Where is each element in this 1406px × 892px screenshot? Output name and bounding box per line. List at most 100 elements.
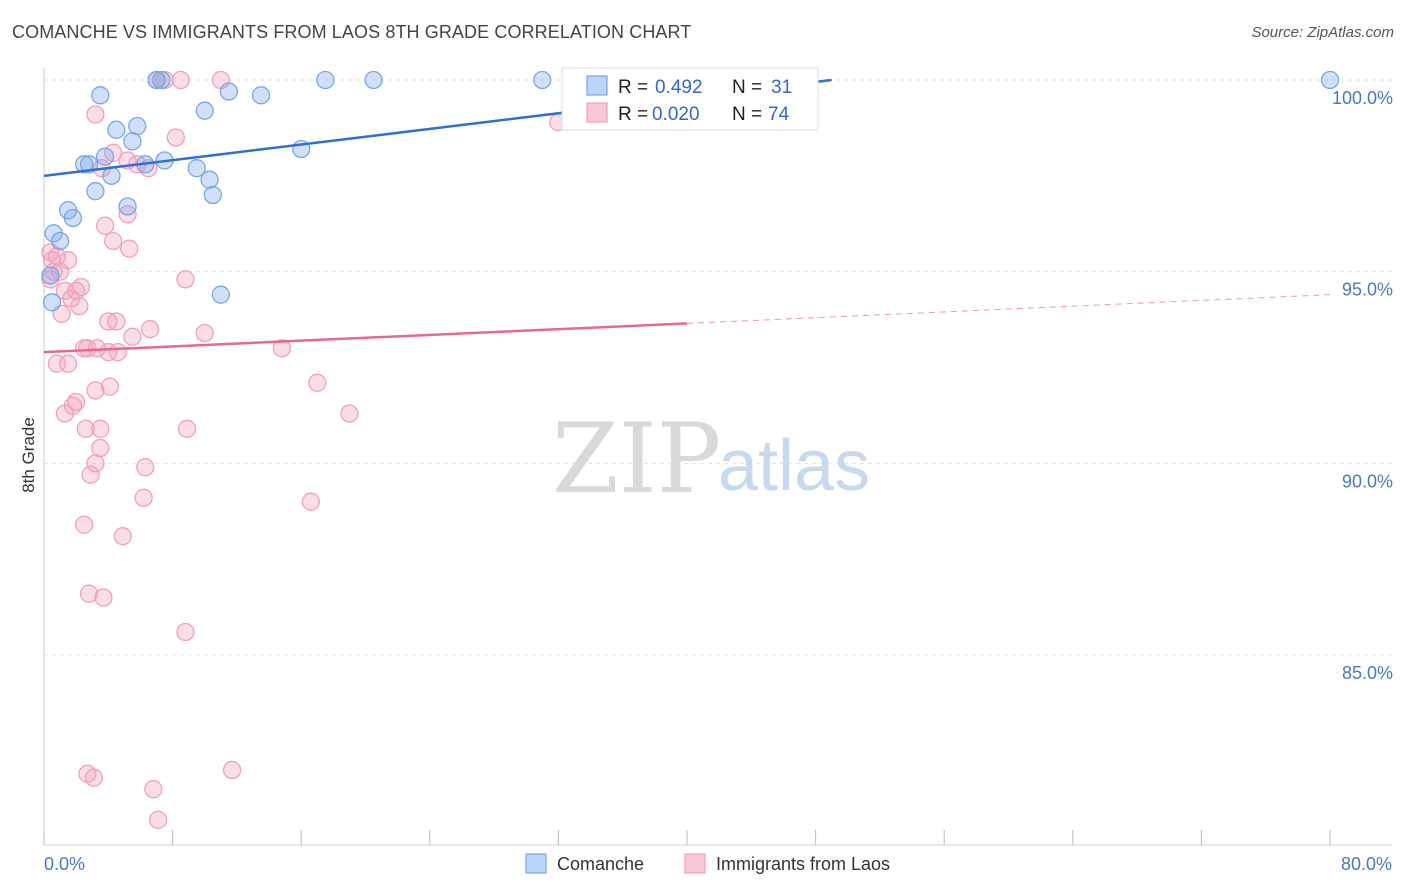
laos-trend-line-extension — [686, 294, 1331, 324]
laos-point — [136, 458, 155, 477]
comanche-point — [187, 159, 206, 178]
comanche-point — [200, 170, 219, 189]
laos-point — [81, 465, 100, 484]
laos-point — [120, 239, 139, 258]
laos-trend-line — [43, 322, 688, 354]
comanche-point — [107, 120, 126, 139]
comanche-point — [91, 86, 110, 105]
laos-point — [118, 205, 137, 224]
comanche-point — [118, 197, 137, 216]
laos-point — [94, 588, 113, 607]
source-credit: Source: ZipAtlas.com — [1251, 24, 1394, 41]
laos-point — [222, 760, 242, 780]
comanche-point — [86, 182, 105, 201]
axes — [43, 68, 1392, 846]
comanche-r-value: 0.492 — [655, 77, 703, 98]
comanche-n-label: N = — [732, 77, 762, 98]
laos-point — [113, 527, 132, 546]
x-tick-label-max: 80.0% — [1341, 854, 1392, 874]
laos-point — [91, 419, 110, 438]
laos-point — [58, 354, 78, 373]
y-tick-label: 100.0% — [1332, 88, 1393, 108]
comanche-point — [102, 166, 121, 185]
comanche-points — [41, 70, 1340, 312]
comanche-r-label: R = — [618, 77, 648, 98]
laos-point — [76, 419, 95, 438]
comanche-point — [41, 266, 60, 285]
comanche-point — [75, 155, 94, 174]
laos-point — [140, 320, 160, 339]
laos-n-value: 74 — [768, 104, 790, 125]
laos-point — [67, 392, 86, 412]
laos-point — [78, 339, 97, 358]
comanche-point — [152, 70, 171, 90]
laos-point — [195, 323, 214, 343]
laos-point — [144, 780, 163, 799]
laos-point — [301, 492, 320, 511]
legend-comanche-label: Comanche — [557, 854, 644, 874]
watermark-zip: ZIP — [552, 403, 721, 515]
comanche-point — [316, 70, 335, 90]
comanche-point — [195, 101, 214, 120]
laos-point — [171, 70, 190, 90]
laos-point — [176, 622, 195, 642]
laos-point — [75, 515, 94, 534]
laos-point — [134, 488, 153, 507]
chart-title: COMANCHE VS IMMIGRANTS FROM LAOS 8TH GRA… — [12, 22, 692, 42]
laos-point — [47, 247, 67, 266]
laos-point — [50, 262, 70, 281]
comanche-swatch — [586, 75, 608, 96]
comanche-n-value: 31 — [771, 77, 792, 98]
laos-point — [272, 339, 292, 358]
laos-point — [84, 768, 103, 787]
comanche-point — [251, 86, 271, 105]
laos-point — [100, 377, 120, 396]
comanche-point — [42, 293, 62, 312]
laos-point — [95, 216, 115, 235]
y-tick-label: 95.0% — [1342, 280, 1393, 300]
legend-comanche-swatch — [525, 853, 547, 874]
laos-points — [41, 70, 568, 829]
laos-point — [91, 438, 110, 458]
laos-point — [107, 312, 126, 331]
comanche-point — [533, 70, 552, 90]
legend-laos-label: Immigrants from Laos — [716, 854, 890, 874]
y-axis-title: 8th Grade — [19, 417, 38, 493]
comanche-point — [147, 70, 166, 90]
laos-point — [166, 128, 185, 147]
comanche-point — [128, 116, 147, 136]
comanche-point — [50, 231, 70, 251]
comanche-point — [364, 70, 383, 90]
watermark: ZIP atlas — [552, 403, 870, 515]
series-legend: Comanche Immigrants from Laos — [525, 853, 890, 874]
laos-point — [340, 404, 359, 423]
laos-point — [148, 810, 168, 829]
laos-point — [55, 404, 75, 423]
y-tick-labels: 100.0% 95.0% 90.0% 85.0% — [1332, 88, 1393, 683]
stats-legend: R = 0.492 N = 31 R = 0.020 N = 74 — [561, 67, 819, 131]
y-tick-label: 90.0% — [1342, 471, 1393, 491]
laos-point — [108, 343, 128, 362]
comanche-point — [95, 147, 115, 166]
laos-point — [103, 231, 123, 251]
comanche-point — [123, 132, 142, 151]
laos-point — [177, 419, 197, 438]
comanche-point — [63, 208, 83, 228]
laos-n-label: N = — [732, 104, 762, 125]
laos-r-value: 0.020 — [652, 104, 700, 125]
comanche-point — [211, 285, 230, 304]
laos-point — [79, 584, 99, 603]
laos-point — [123, 327, 142, 346]
comanche-point — [203, 185, 222, 205]
laos-r-label: R = — [618, 104, 648, 125]
legend-laos-swatch — [684, 853, 706, 874]
gridlines — [44, 79, 1392, 656]
laos-point — [176, 270, 195, 289]
laos-point — [86, 454, 105, 473]
laos-point — [308, 373, 327, 392]
laos-point — [86, 105, 105, 124]
x-tick-label-min: 0.0% — [44, 854, 85, 874]
watermark-atlas: atlas — [718, 426, 870, 506]
laos-swatch — [586, 102, 608, 123]
